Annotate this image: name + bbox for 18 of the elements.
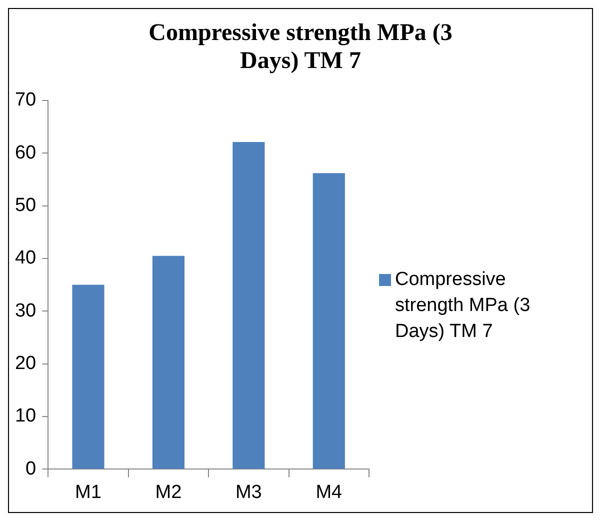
y-tick-label: 30 — [14, 300, 36, 322]
y-tick-label: 50 — [14, 195, 36, 216]
y-tick-label: 70 — [14, 90, 36, 111]
x-tick-label: M4 — [316, 482, 343, 503]
bar — [152, 256, 184, 469]
y-tick-label: 20 — [14, 353, 36, 374]
x-tick-label: M2 — [155, 482, 182, 503]
bar — [72, 284, 104, 469]
x-tick-label: M1 — [75, 482, 102, 503]
y-tick-label: 10 — [14, 406, 36, 427]
bar — [232, 142, 265, 469]
x-tick-label: M3 — [235, 482, 262, 503]
chart-title: Compressive strength MPa (3 Days) TM 7 — [148, 19, 454, 75]
y-tick-label: 40 — [14, 248, 36, 269]
bar — [312, 173, 345, 469]
legend-label: Compressive strength MPa (3 Days) TM 7 — [395, 268, 532, 344]
y-tick-label: 60 — [14, 142, 36, 164]
y-tick-label: 0 — [26, 458, 36, 480]
